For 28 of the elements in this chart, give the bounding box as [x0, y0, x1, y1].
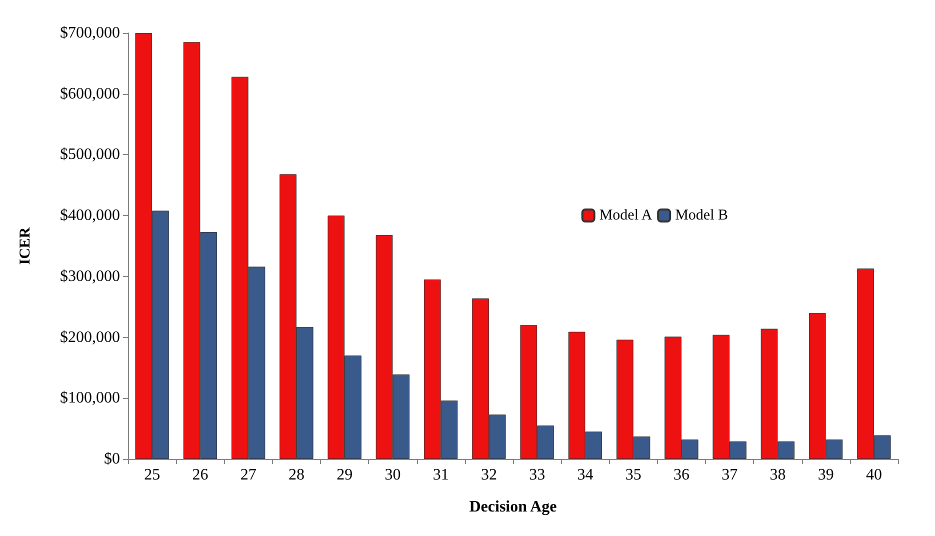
x-tick-label: 35	[625, 466, 642, 484]
x-tick-label: 27	[240, 466, 256, 484]
x-tick-label: 28	[288, 466, 304, 484]
y-tick-label: $400,000	[60, 207, 120, 224]
x-tick-label: 37	[722, 466, 738, 484]
y-axis-title: ICER	[18, 227, 34, 265]
y-tick-label: $100,000	[60, 390, 120, 407]
x-tick-label: 40	[866, 466, 882, 484]
y-tick-label: $200,000	[60, 328, 120, 346]
x-tick-label: 30	[384, 466, 401, 484]
x-tick-label: 33	[529, 466, 546, 484]
x-tick-label: 31	[432, 466, 449, 484]
x-tick-label: 34	[577, 466, 594, 484]
x-tick-label: 32	[480, 466, 497, 484]
y-tick-label: $300,000	[60, 268, 120, 285]
legend-label: Model A	[599, 208, 652, 224]
y-tick-label: $700,000	[60, 24, 120, 42]
legend-label: Model B	[675, 208, 728, 224]
x-tick-label: 39	[818, 466, 834, 484]
y-tick-label: $0	[104, 450, 120, 468]
y-tick-label: $600,000	[60, 85, 120, 102]
x-axis-title: Decision Age	[469, 498, 557, 516]
x-tick-label: 26	[192, 466, 208, 484]
x-tick-label: 36	[673, 466, 690, 484]
y-tick-label: $500,000	[60, 146, 120, 164]
x-tick-label: 38	[770, 466, 786, 484]
x-tick-label: 29	[336, 466, 353, 484]
x-tick-label: 25	[144, 466, 160, 484]
